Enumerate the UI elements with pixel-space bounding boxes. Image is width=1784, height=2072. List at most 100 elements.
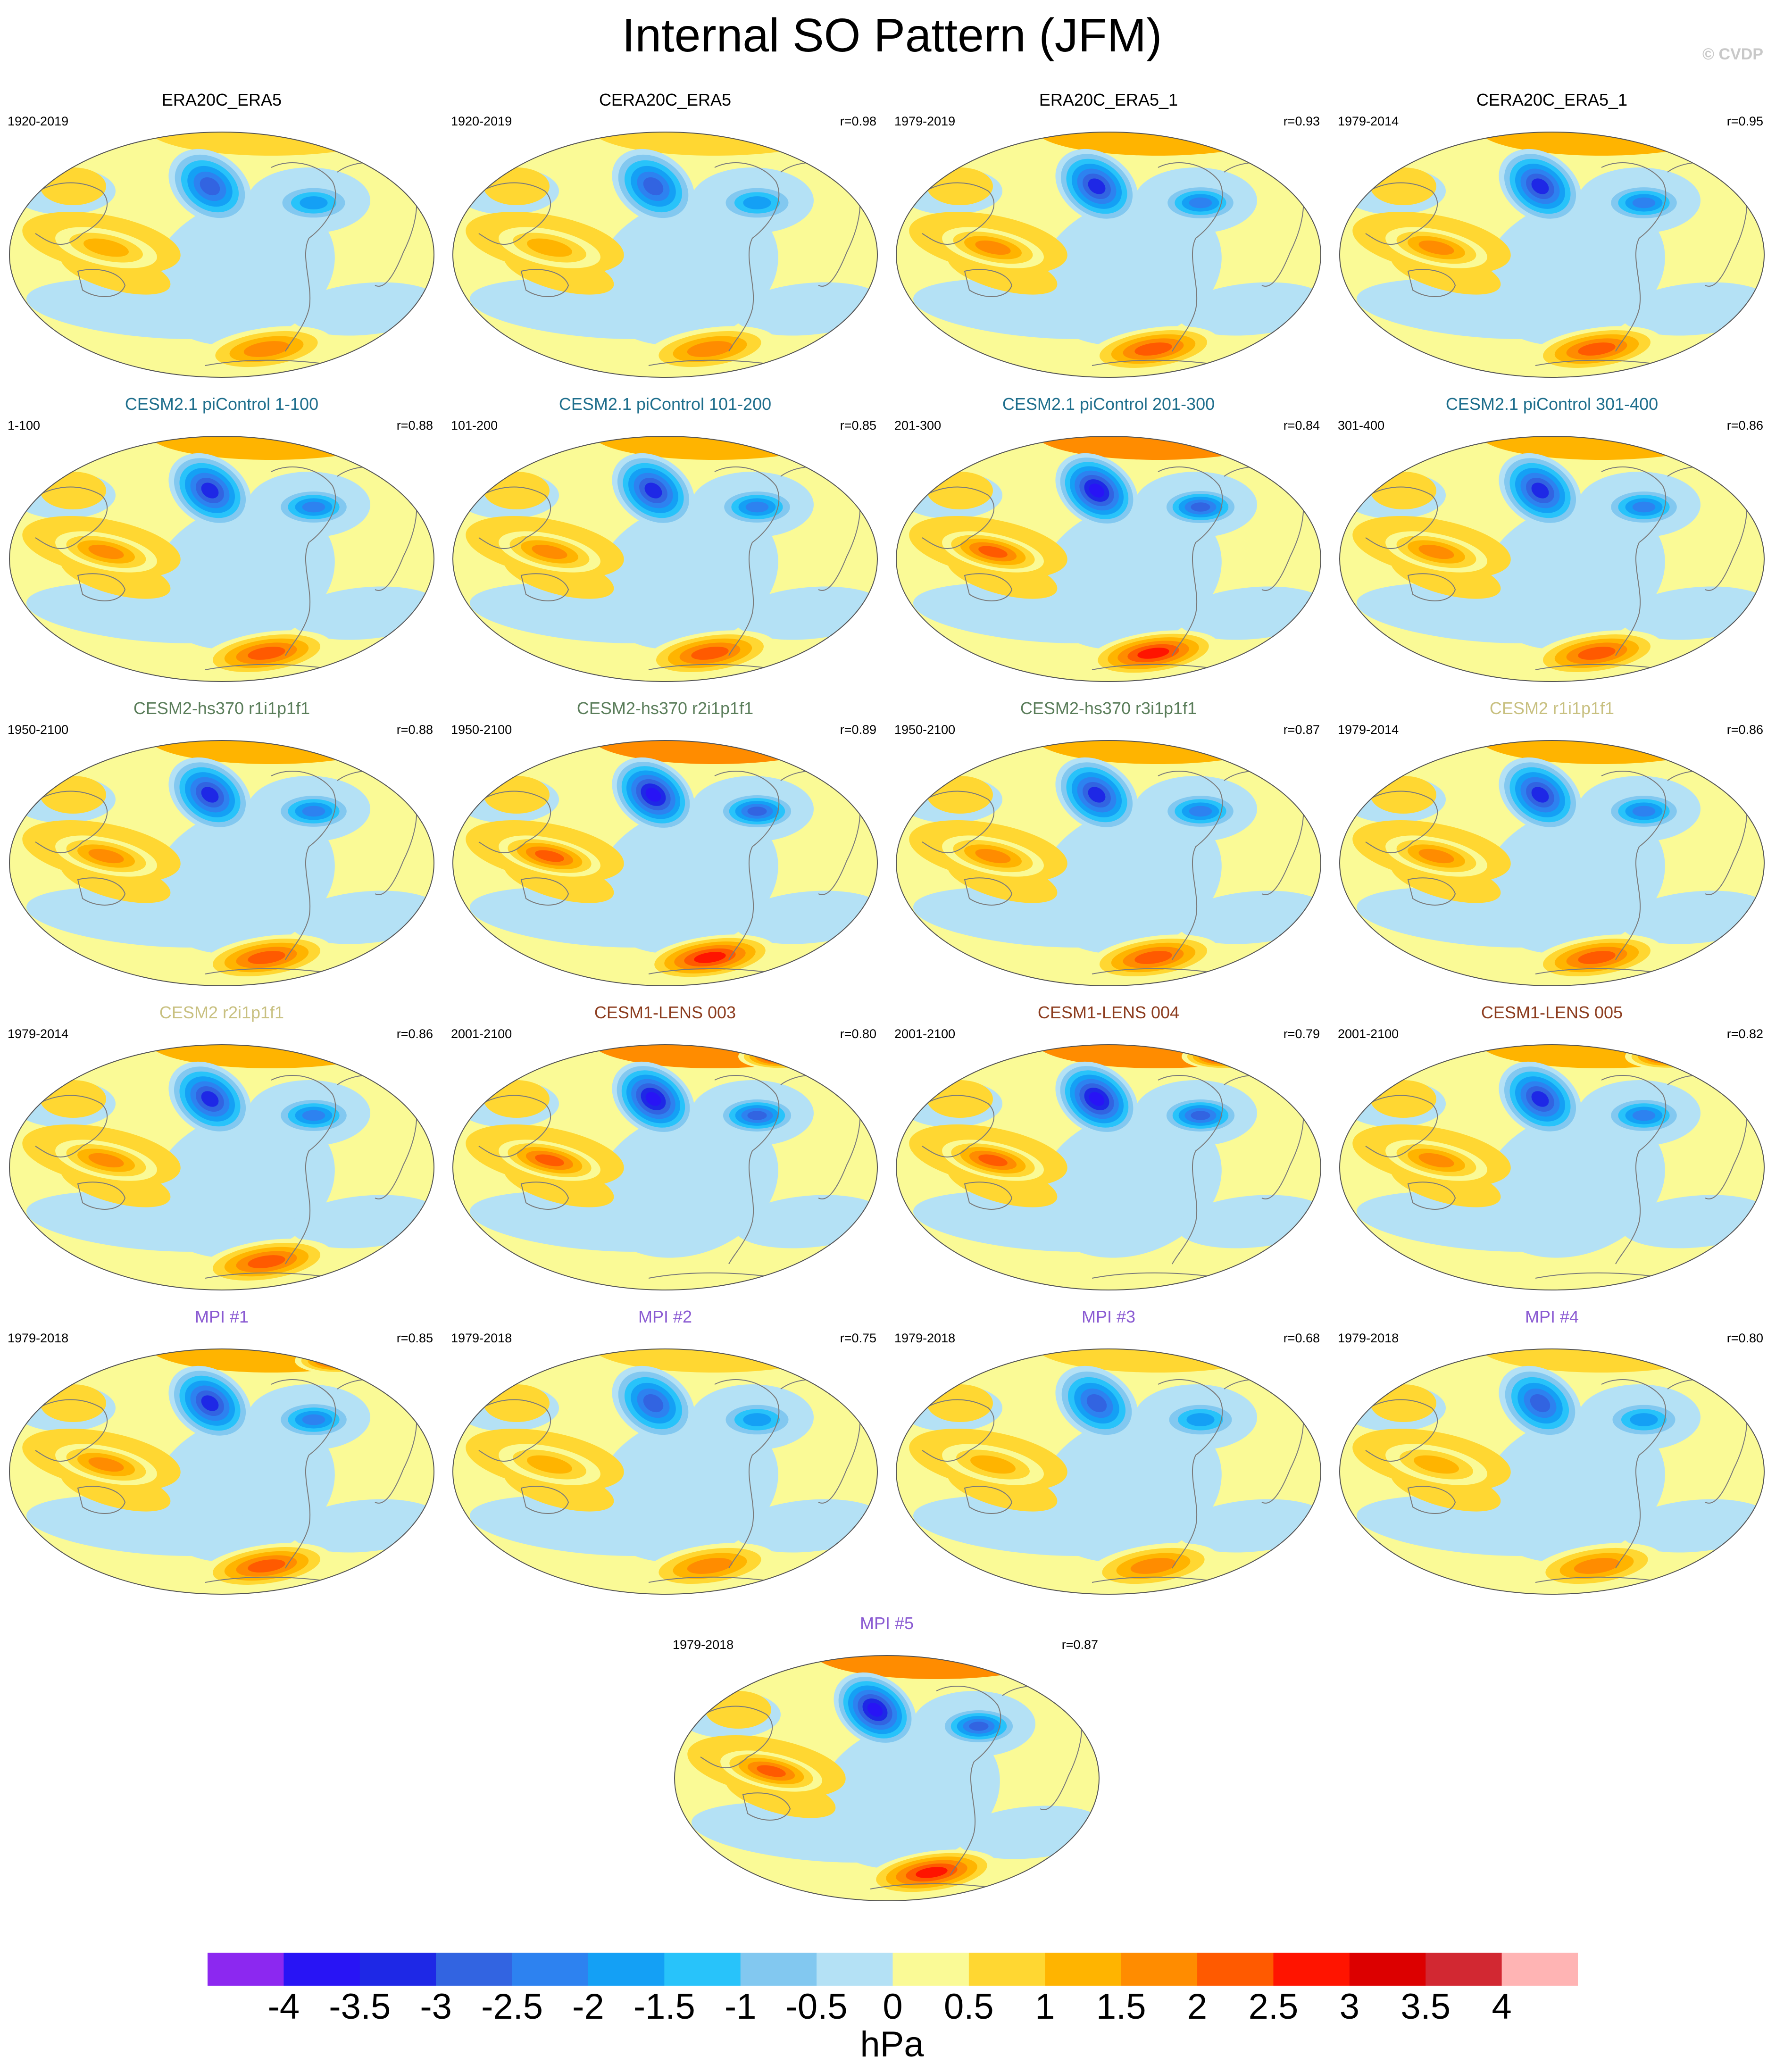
- atlantic-low: [300, 196, 328, 209]
- map-panel: CESM2-hs370 r3i1p1f1 1950-2100 r=0.87: [887, 698, 1330, 1000]
- arctic-center: [1198, 1048, 1250, 1065]
- negative-region: [26, 583, 271, 643]
- arctic-center: [1192, 1047, 1256, 1066]
- panel-period: 1979-2018: [1338, 1331, 1399, 1345]
- north-pacific-low: [1531, 178, 1549, 194]
- asia-outline: [25, 791, 108, 854]
- positive-center: [83, 238, 129, 257]
- arctic-center: [772, 1054, 790, 1059]
- colorbar-swatch: [1426, 1953, 1502, 1986]
- arctic-center: [1644, 1049, 1691, 1064]
- atlantic-low: [1632, 1110, 1656, 1121]
- arctic-center: [1215, 1054, 1233, 1059]
- map-panel: MPI #4 1979-2018 r=0.80: [1330, 1306, 1774, 1608]
- panel-period: 1979-2018: [673, 1638, 734, 1652]
- north-pacific-low: [1089, 1092, 1105, 1106]
- americas-outline: [1158, 1075, 1223, 1265]
- map-panel: MPI #3 1979-2018 r=0.68: [887, 1306, 1330, 1608]
- panel-title: CERA20C_ERA5_1: [1476, 90, 1628, 109]
- panel-correlation: r=0.86: [396, 1027, 433, 1041]
- colorbar-tick-label: -1: [724, 1987, 757, 2027]
- colorbar-swatch: [208, 1953, 284, 1986]
- map-panel: ERA20C_ERA5_1 1979-2019 r=0.93: [887, 90, 1330, 391]
- north-pacific-low: [201, 483, 219, 499]
- asia-outline: [25, 1399, 108, 1462]
- arctic-center: [749, 1047, 812, 1066]
- asia-outline: [469, 1399, 551, 1462]
- map-panel: ERA20C_ERA5 1920-2019: [0, 90, 443, 391]
- arctic-center: [1638, 1047, 1697, 1066]
- colorbar-swatch: [817, 1953, 893, 1986]
- map-panel: CESM2-hs370 r2i1p1f1 1950-2100 r=0.89: [443, 698, 887, 1000]
- southern-ocean-high: [1134, 951, 1172, 964]
- asia-outline: [912, 1399, 995, 1462]
- colorbar-swatch: [436, 1953, 513, 1986]
- colorbar-swatch: [1045, 1953, 1122, 1986]
- panel-title: CESM2-hs370 r3i1p1f1: [1020, 699, 1197, 718]
- positive-center: [975, 849, 1011, 864]
- colorbar-swatch: [512, 1953, 589, 1986]
- southern-ocean-high: [1578, 342, 1616, 356]
- arctic-center: [755, 1048, 807, 1065]
- southern-ocean-high: [691, 647, 729, 660]
- asia-outline: [25, 486, 108, 549]
- anomaly-map: [896, 740, 1321, 986]
- southern-ocean-high: [1137, 648, 1169, 659]
- asia-outline: [1356, 182, 1438, 245]
- colorbar-tick-label: 2: [1187, 1987, 1208, 2027]
- americas-outline: [714, 1379, 780, 1569]
- colorbar-swatch: [588, 1953, 665, 1986]
- asia-outline: [912, 486, 995, 549]
- panel-title: CESM1-LENS 003: [594, 1003, 736, 1022]
- north-pacific-low: [644, 483, 662, 499]
- panel-correlation: r=0.88: [396, 723, 433, 737]
- panel-title: MPI #2: [638, 1307, 692, 1326]
- panel-title: CESM2-hs370 r2i1p1f1: [576, 699, 754, 718]
- anomaly-map: [896, 1044, 1321, 1290]
- atlantic-low: [747, 807, 767, 816]
- positive-center: [978, 1154, 1008, 1166]
- australia-outline: [1407, 877, 1456, 906]
- positive-center: [532, 544, 567, 559]
- asia-outline: [469, 182, 551, 245]
- americas-outline: [1601, 466, 1667, 656]
- panel-correlation: r=0.80: [1726, 1331, 1763, 1345]
- map-panel: CESM2.1 piControl 1-100 1-100 r=0.88: [0, 394, 443, 696]
- americas-outline: [1158, 466, 1223, 656]
- globe-border: [452, 132, 878, 378]
- atlantic-low: [1191, 502, 1210, 512]
- colorbar-tick-label: -3: [420, 1987, 452, 2027]
- anomaly-map: [9, 1348, 434, 1595]
- americas-outline: [936, 1686, 1001, 1875]
- southern-ocean-high: [248, 1255, 285, 1268]
- globe-border: [9, 740, 434, 986]
- panel-title: MPI #1: [194, 1307, 249, 1326]
- positive-center: [527, 1455, 572, 1474]
- asia-outline: [912, 791, 995, 854]
- americas-outline: [1601, 1379, 1667, 1569]
- atlantic-low: [1189, 806, 1212, 817]
- atlantic-low: [743, 1413, 771, 1426]
- atlantic-low: [1189, 197, 1212, 208]
- asia-outline: [469, 1095, 551, 1158]
- panel-period: 1979-2014: [1338, 114, 1399, 128]
- anomaly-map: [452, 132, 878, 378]
- negative-region: [691, 1802, 936, 1863]
- atlantic-low: [1186, 1413, 1215, 1426]
- globe-border: [452, 436, 878, 682]
- panel-period: 1979-2018: [8, 1331, 69, 1345]
- asia-outline: [1356, 486, 1438, 549]
- colorbar-tick-label: -2: [572, 1987, 604, 2027]
- negative-region: [913, 887, 1158, 948]
- negative-region: [913, 279, 1158, 339]
- positive-center: [1418, 544, 1454, 559]
- anomaly-map: [896, 436, 1321, 682]
- north-pacific-low: [643, 1394, 664, 1413]
- negative-region: [913, 1191, 1158, 1252]
- negative-region: [26, 1496, 271, 1556]
- asia-outline: [1356, 1095, 1438, 1158]
- panel-correlation: r=0.95: [1726, 114, 1763, 128]
- globe-border: [452, 1348, 878, 1595]
- atlantic-low: [969, 1722, 989, 1731]
- asia-outline: [469, 791, 551, 854]
